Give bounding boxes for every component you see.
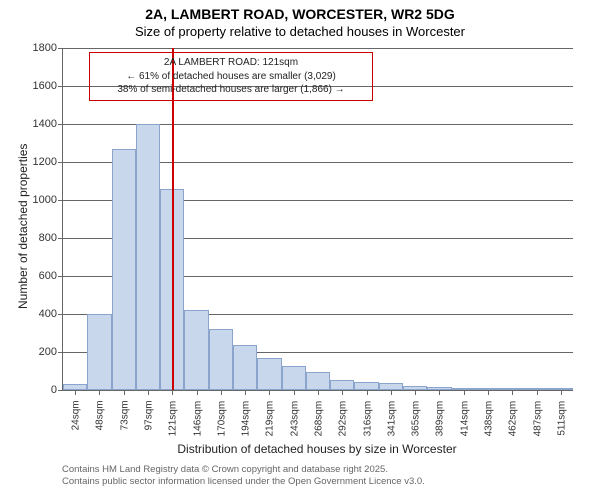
title-line-2: Size of property relative to detached ho… [0,24,600,40]
histogram-bar [306,372,330,390]
x-tick [561,390,562,395]
x-tick-label: 268sqm [314,401,325,437]
x-tick-label: 194sqm [241,401,252,437]
histogram-bar [282,366,306,390]
y-tick-label: 1000 [33,194,63,206]
y-tick-label: 1800 [33,42,63,54]
annotation-box: 2A LAMBERT ROAD: 121sqm ← 61% of detache… [89,52,373,101]
x-tick [512,390,513,395]
y-tick-label: 1600 [33,80,63,92]
y-tick-label: 800 [39,232,63,244]
x-tick-label: 511sqm [556,401,567,436]
x-tick [99,390,100,395]
histogram-bar [233,345,257,390]
x-tick-label: 365sqm [411,401,422,437]
histogram-bar [112,149,136,390]
y-axis-label: Number of detached properties [16,144,30,309]
y-tick-label: 600 [39,270,63,282]
y-tick-label: 200 [39,346,63,358]
histogram-bar [87,314,111,390]
x-tick-label: 146sqm [192,401,203,437]
x-tick-label: 292sqm [338,401,349,437]
x-tick [172,390,173,395]
histogram-bar [379,383,403,390]
x-tick [464,390,465,395]
y-tick-label: 400 [39,308,63,320]
histogram-bar [136,124,160,390]
x-tick [415,390,416,395]
chart-container: 2A, LAMBERT ROAD, WORCESTER, WR2 5DG Siz… [0,0,600,500]
y-gridline [63,48,573,49]
x-tick-label: 97sqm [144,400,155,430]
x-tick-label: 462sqm [508,401,519,437]
histogram-bar [257,358,281,390]
x-tick-label: 341sqm [386,401,397,437]
histogram-bar [330,380,354,390]
x-tick [391,390,392,395]
annotation-line-2: ← 61% of detached houses are smaller (3,… [96,70,366,84]
footer-attribution: Contains HM Land Registry data © Crown c… [62,464,425,489]
x-tick [439,390,440,395]
x-tick-label: 438sqm [484,401,495,437]
footer-line-1: Contains HM Land Registry data © Crown c… [62,464,425,476]
plot-area: 02004006008001000120014001600180024sqm48… [62,48,573,391]
x-tick [294,390,295,395]
chart-title: 2A, LAMBERT ROAD, WORCESTER, WR2 5DG Siz… [0,0,600,40]
x-tick [367,390,368,395]
x-tick [148,390,149,395]
x-tick-label: 48sqm [95,400,106,430]
x-tick [245,390,246,395]
x-tick [342,390,343,395]
x-tick-label: 73sqm [119,400,130,430]
x-tick-label: 389sqm [435,401,446,437]
x-tick [197,390,198,395]
title-line-1: 2A, LAMBERT ROAD, WORCESTER, WR2 5DG [0,0,600,24]
x-axis-label: Distribution of detached houses by size … [62,442,572,456]
x-tick [537,390,538,395]
x-tick [269,390,270,395]
x-tick-label: 170sqm [216,401,227,437]
x-tick [75,390,76,395]
y-tick-label: 1200 [33,156,63,168]
x-tick-label: 414sqm [459,401,470,437]
x-tick [318,390,319,395]
x-tick-label: 243sqm [289,401,300,437]
x-tick [221,390,222,395]
x-tick-label: 219sqm [265,401,276,437]
histogram-bar [354,382,378,390]
x-tick [124,390,125,395]
y-tick-label: 0 [51,384,63,396]
footer-line-2: Contains public sector information licen… [62,476,425,488]
histogram-bar [184,310,208,390]
x-tick-label: 487sqm [532,401,543,437]
histogram-bar [209,329,233,390]
x-tick-label: 24sqm [71,400,82,430]
x-tick [488,390,489,395]
x-tick-label: 121sqm [168,401,179,437]
x-tick-label: 316sqm [362,401,373,437]
annotation-line-3: 38% of semi-detached houses are larger (… [96,83,366,97]
annotation-line-1: 2A LAMBERT ROAD: 121sqm [96,56,366,70]
y-tick-label: 1400 [33,118,63,130]
